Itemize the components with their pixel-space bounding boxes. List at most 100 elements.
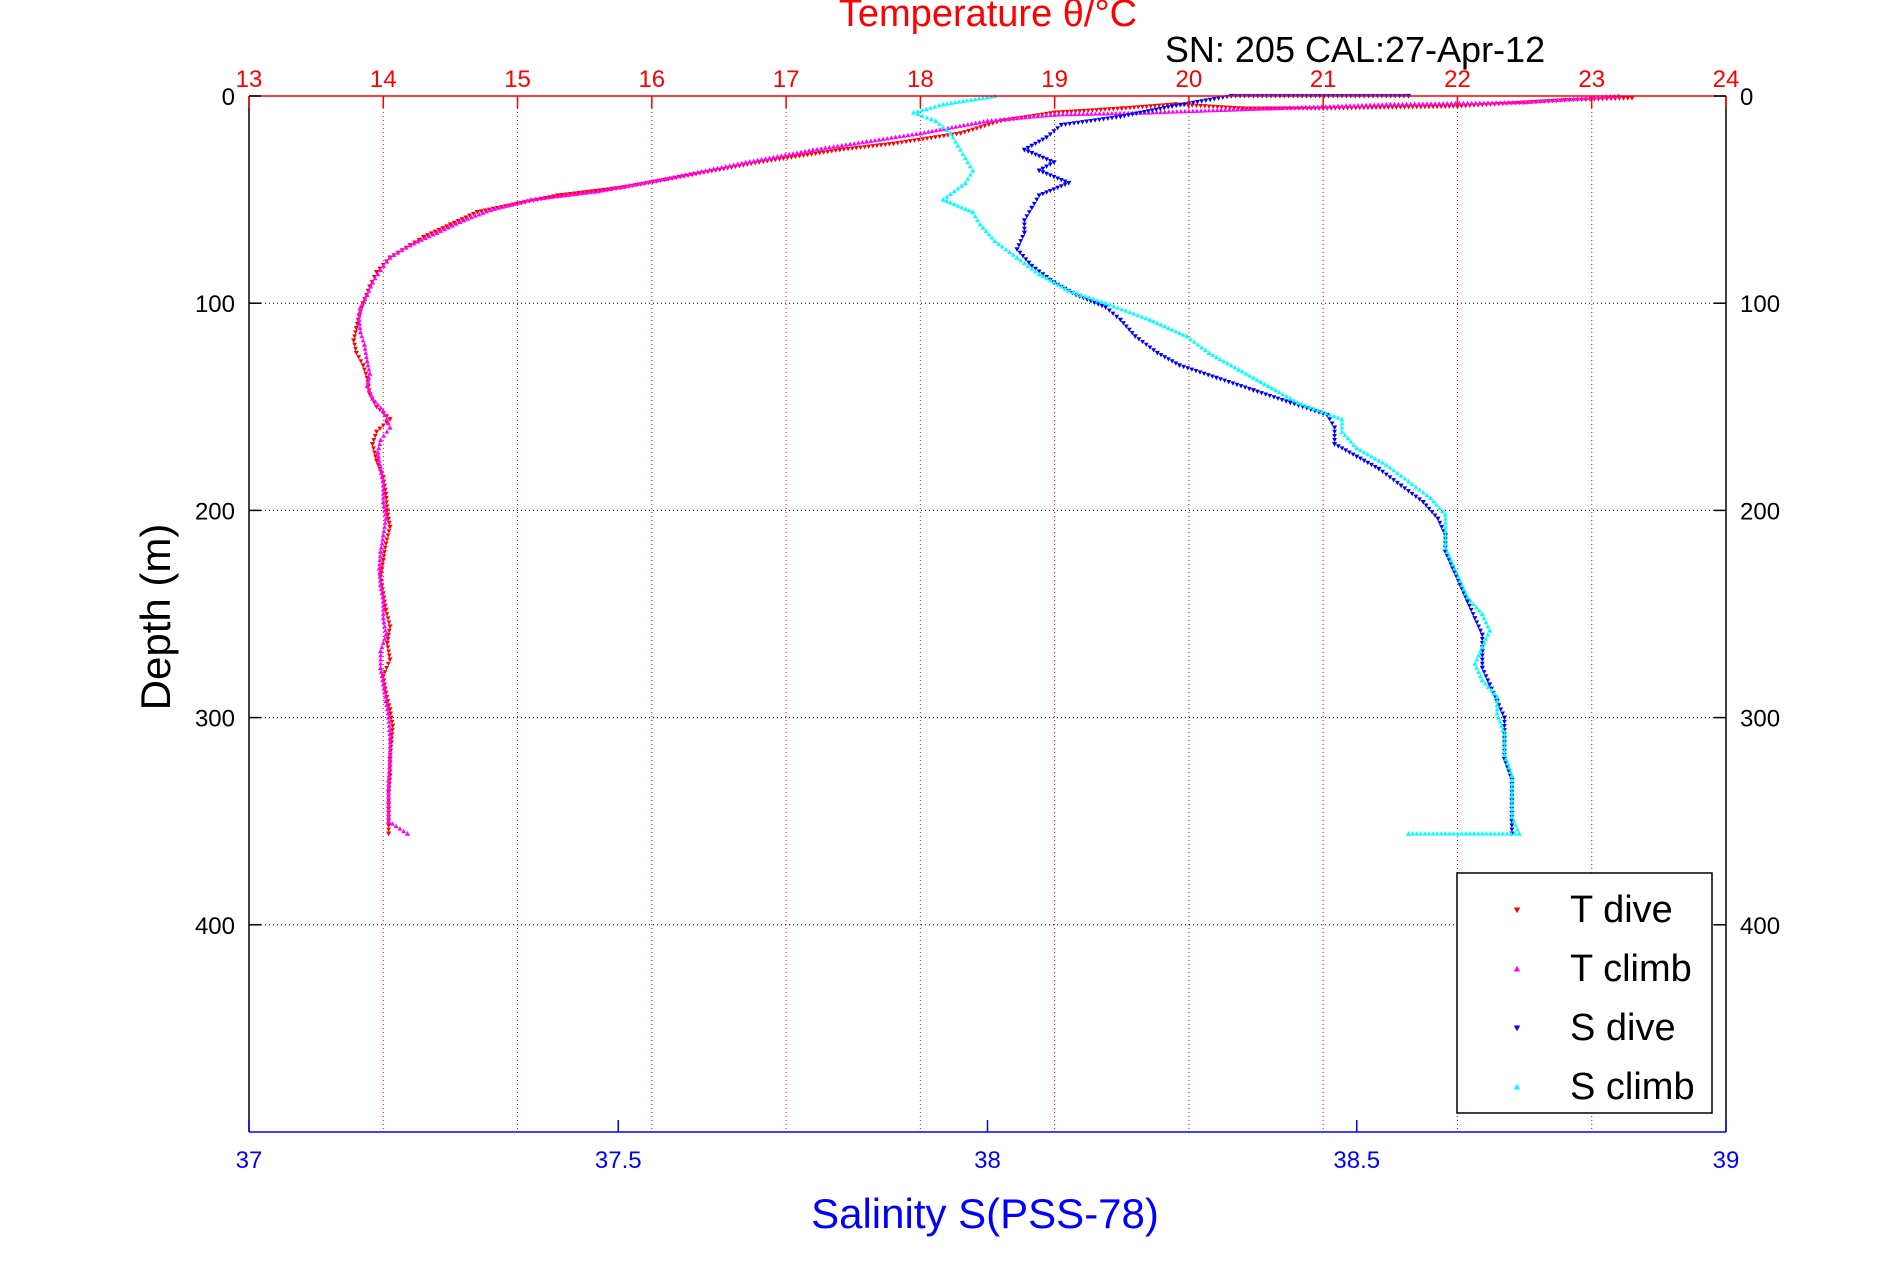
- data-point: [378, 653, 383, 658]
- data-point: [1036, 154, 1042, 159]
- data-point: [1303, 104, 1309, 110]
- data-point: [357, 304, 364, 310]
- data-point: [387, 756, 393, 762]
- data-point: [362, 296, 368, 301]
- data-point: [960, 151, 966, 156]
- data-point: [384, 537, 390, 542]
- data-point: [1481, 640, 1487, 645]
- data-point: [1423, 503, 1429, 508]
- left-tick-label: 400: [195, 913, 235, 940]
- data-point: [825, 149, 831, 155]
- data-point: [387, 744, 393, 749]
- data-point: [381, 554, 387, 559]
- legend-box: [1456, 872, 1713, 1114]
- data-point: [382, 549, 388, 555]
- data-point: [1123, 106, 1129, 111]
- data-point: [1387, 101, 1393, 107]
- data-point: [1051, 187, 1057, 192]
- data-point: [1463, 590, 1469, 596]
- data-point: [1184, 333, 1190, 339]
- data-point: [1207, 97, 1213, 103]
- top-tick-label: 22: [1444, 66, 1471, 93]
- data-point: [1078, 292, 1084, 297]
- data-point: [1339, 446, 1345, 451]
- data-point: [1315, 104, 1321, 109]
- data-point: [426, 233, 432, 239]
- data-point: [1554, 97, 1560, 102]
- data-point: [1258, 379, 1264, 384]
- data-point: [1454, 570, 1459, 575]
- data-point: [1164, 103, 1170, 108]
- data-point: [623, 183, 629, 189]
- data-point: [662, 176, 668, 181]
- data-point: [516, 200, 522, 205]
- data-point: [480, 210, 486, 215]
- data-point: [747, 159, 753, 164]
- data-point: [940, 124, 946, 129]
- data-point: [386, 649, 392, 654]
- data-point: [1387, 465, 1393, 470]
- data-point: [1195, 342, 1201, 347]
- data-point: [1446, 553, 1452, 558]
- data-point: [1117, 317, 1124, 323]
- data-point: [576, 190, 582, 196]
- data-point: [1269, 385, 1275, 391]
- data-point: [1169, 359, 1175, 364]
- data-point: [369, 442, 376, 447]
- data-point: [1359, 102, 1365, 108]
- data-point: [1048, 112, 1053, 117]
- data-point: [1017, 250, 1023, 256]
- data-point: [1394, 470, 1400, 476]
- data-point: [356, 355, 362, 360]
- data-point: [1346, 450, 1352, 455]
- data-point: [377, 462, 383, 467]
- data-point: [1376, 458, 1382, 463]
- data-point: [1007, 249, 1013, 255]
- data-point: [1514, 827, 1520, 832]
- data-point: [980, 95, 986, 100]
- data-point: [674, 173, 680, 179]
- data-point: [1131, 105, 1137, 110]
- data-point: [1202, 347, 1208, 353]
- data-point: [955, 143, 961, 148]
- data-point: [1147, 317, 1153, 322]
- data-point: [1481, 670, 1487, 675]
- data-point: [1238, 384, 1244, 389]
- data-point: [1442, 528, 1448, 534]
- data-point: [1442, 541, 1448, 546]
- data-point: [814, 146, 820, 152]
- data-point: [1186, 108, 1192, 114]
- data-point: [1335, 103, 1341, 109]
- data-point: [1512, 831, 1518, 836]
- data-point: [373, 458, 380, 464]
- data-point: [380, 532, 386, 538]
- data-point: [1434, 831, 1440, 836]
- data-point: [584, 189, 590, 195]
- data-point: [1052, 112, 1058, 117]
- data-point: [981, 119, 986, 124]
- data-point: [1199, 99, 1205, 104]
- data-point: [1287, 105, 1293, 110]
- data-point: [1144, 104, 1149, 109]
- data-point: [1514, 99, 1519, 105]
- data-point: [899, 140, 905, 145]
- data-point: [1478, 648, 1483, 654]
- data-point: [359, 333, 365, 339]
- data-point: [1021, 230, 1028, 236]
- data-point: [785, 156, 790, 161]
- data-point: [1372, 456, 1378, 461]
- data-point: [371, 275, 377, 280]
- data-point: [1546, 98, 1552, 103]
- data-point: [1347, 103, 1353, 108]
- data-point: [1103, 300, 1109, 306]
- data-point: [827, 144, 832, 150]
- data-point: [386, 777, 392, 782]
- data-point: [1287, 400, 1293, 406]
- data-point: [568, 191, 573, 197]
- data-point: [1327, 412, 1333, 417]
- data-point: [1339, 429, 1345, 434]
- data-point: [731, 162, 737, 167]
- data-point: [377, 549, 384, 554]
- data-point: [1043, 113, 1049, 118]
- data-point: [1033, 152, 1038, 157]
